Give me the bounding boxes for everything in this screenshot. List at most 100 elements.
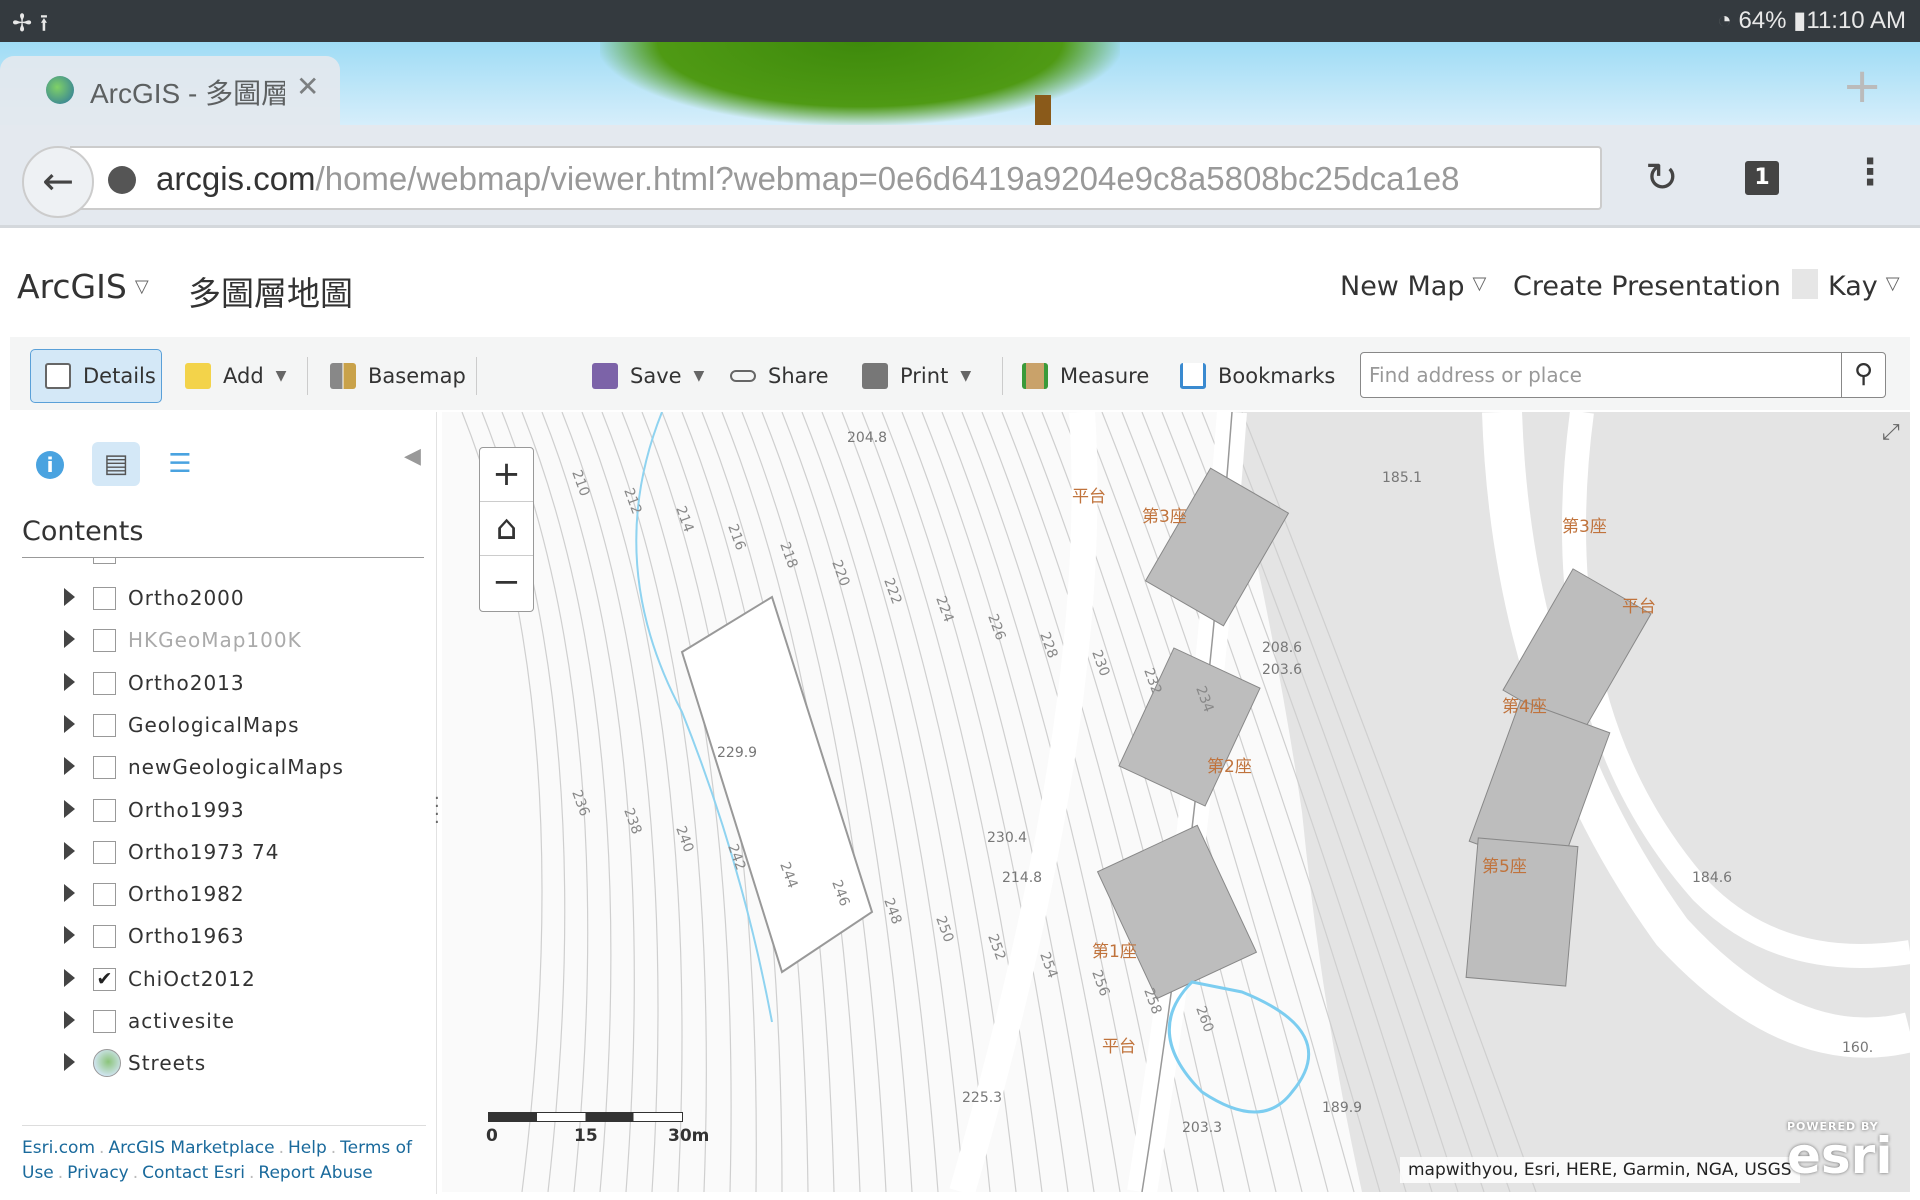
layer-row[interactable]: HKGeoMap100K [10, 624, 430, 664]
layer-label: HKGeoMap100K [128, 628, 302, 653]
layer-row[interactable]: GeologicalMaps [10, 709, 430, 749]
contour-line [821, 412, 991, 1192]
url-field[interactable]: arcgis.com/home/webmap/viewer.html?webma… [70, 146, 1602, 210]
contour-line [781, 412, 939, 1192]
chevron-down-icon: ▽ [1885, 273, 1900, 294]
layer-visibility-checkbox[interactable] [93, 925, 116, 949]
contour-label: 256 [1088, 968, 1112, 999]
contour-line [861, 412, 1043, 1192]
expand-arrow-icon[interactable] [64, 968, 75, 987]
battery-icon: ▮ [1786, 7, 1807, 34]
layer-row[interactable]: Ortho2013 [10, 667, 430, 707]
contact-link[interactable]: Contact Esri [142, 1163, 245, 1183]
about-button[interactable]: i [26, 442, 74, 486]
layer-visibility-checkbox[interactable] [93, 1010, 116, 1033]
expand-arrow-icon[interactable] [64, 1011, 75, 1029]
privacy-link[interactable]: Privacy [67, 1163, 129, 1183]
map-toolbar: Details Add ▼ Basemap Save ▼ Share Print ▼ … [10, 337, 1910, 410]
new-tab-icon[interactable]: + [1842, 58, 1883, 114]
map-attribution[interactable]: mapwithyou, Esri, HERE, Garmin, NGA, USG… [1400, 1157, 1800, 1183]
contour-label: 226 [984, 612, 1008, 643]
scale-label: 15 [574, 1126, 598, 1146]
layer-visibility-checkbox[interactable] [93, 671, 116, 695]
terms-link[interactable]: Terms of Use [22, 1138, 413, 1183]
expand-icon[interactable]: ⤢ [1882, 420, 1900, 445]
map-label: 第3座 [1142, 507, 1187, 527]
divider [22, 1125, 426, 1126]
content-button[interactable]: ▤ [92, 442, 140, 486]
add-button[interactable]: Add ▼ [185, 349, 286, 403]
search-icon[interactable]: ⚲ [1841, 353, 1885, 397]
close-tab-icon[interactable]: ✕ [296, 70, 320, 103]
contour-label: 250 [932, 914, 956, 945]
basemap-button[interactable]: Basemap [330, 349, 466, 403]
layer-visibility-checkbox[interactable] [93, 798, 116, 822]
map-label: 平台 [1622, 597, 1656, 617]
expand-arrow-icon[interactable] [64, 630, 75, 649]
create-presentation-link[interactable]: Create Presentation [1513, 271, 1781, 302]
tab-switcher-button[interactable]: 1 [1745, 161, 1779, 195]
layer-row[interactable]: ✔ ChiOct2012 [10, 963, 430, 1003]
layer-row[interactable]: Ortho1993 [10, 794, 430, 834]
browser-tab[interactable]: ArcGIS - 多圖層地圖 ✕ [0, 56, 340, 125]
layer-row[interactable]: Ortho1973 74 [10, 836, 430, 876]
help-link[interactable]: Help [288, 1138, 327, 1158]
layer-row[interactable]: Ortho1963 [10, 920, 430, 960]
browser-menu-icon[interactable]: ⋮ [1852, 152, 1888, 193]
expand-arrow-icon[interactable] [64, 714, 75, 733]
layer-label: Ortho1973 74 [128, 839, 280, 864]
details-button[interactable]: Details [30, 349, 162, 403]
expand-arrow-icon[interactable] [64, 884, 75, 903]
layer-visibility-checkbox[interactable]: ✔ [93, 967, 116, 991]
layer-row[interactable]: Ortho1982 [10, 878, 430, 918]
layer-row[interactable]: Ortho2000 [10, 582, 430, 622]
expand-arrow-icon[interactable] [64, 799, 75, 818]
share-button[interactable]: Share [730, 349, 829, 403]
layer-visibility-checkbox[interactable] [93, 756, 116, 780]
expand-arrow-icon[interactable] [64, 1053, 75, 1072]
expand-arrow-icon[interactable] [64, 757, 75, 776]
layer-label: ChiOct2012 [128, 966, 256, 991]
user-avatar[interactable] [1792, 269, 1818, 299]
expand-arrow-icon[interactable] [64, 841, 75, 860]
contour-label: 230 [1088, 648, 1112, 679]
esri-logo[interactable]: POWERED BY esri [1787, 1120, 1893, 1185]
search-input[interactable] [1361, 353, 1841, 397]
print-button[interactable]: Print ▼ [862, 349, 971, 403]
layer-row[interactable]: activesite [10, 1005, 430, 1045]
layer-row[interactable]: newGeologicalMaps [10, 751, 430, 791]
measure-button[interactable]: Measure [1022, 349, 1149, 403]
legend-button[interactable]: ☰ [156, 442, 204, 486]
zoom-out-button[interactable]: − [492, 562, 521, 602]
layer-row[interactable]: Streets [10, 1047, 430, 1087]
map-view[interactable]: 平台 第3座 第2座 第1座 第4座 第5座 平台 平台 第3座 229.9 208.6 203.6 1… [442, 412, 1910, 1192]
clock: 11:10 AM [1806, 7, 1906, 34]
bookmarks-button[interactable]: Bookmarks [1180, 349, 1335, 403]
back-arrow-icon[interactable]: ← [22, 146, 94, 218]
map-label: 第4座 [1502, 697, 1547, 717]
contour-label: 228 [1036, 630, 1060, 661]
reload-icon[interactable]: ↻ [1645, 155, 1679, 201]
marketplace-link[interactable]: ArcGIS Marketplace [108, 1138, 275, 1158]
panel-resize-handle[interactable]: · · · · [434, 788, 440, 833]
report-abuse-link[interactable]: Report Abuse [258, 1163, 373, 1183]
layer-label: Ortho1982 [128, 882, 245, 907]
layer-visibility-checkbox[interactable] [93, 587, 116, 610]
layer-visibility-checkbox[interactable] [93, 840, 116, 864]
home-icon[interactable]: ⌂ [480, 502, 533, 556]
add-icon [185, 363, 211, 389]
expand-arrow-icon[interactable] [64, 588, 75, 606]
collapse-panel-icon[interactable]: ◀ [404, 444, 421, 469]
esri-link[interactable]: Esri.com [22, 1138, 96, 1158]
layer-visibility-checkbox[interactable] [93, 713, 116, 737]
new-map-menu[interactable]: New Map ▽ [1340, 271, 1487, 302]
expand-arrow-icon[interactable] [64, 672, 75, 691]
arcgis-menu[interactable]: ArcGIS ▽ [17, 267, 149, 306]
layer-visibility-checkbox[interactable] [93, 629, 116, 653]
save-button[interactable]: Save ▼ [592, 349, 704, 403]
contour-label: 220 [828, 558, 852, 589]
layer-visibility-checkbox[interactable] [93, 883, 116, 907]
expand-arrow-icon[interactable] [64, 926, 75, 945]
zoom-in-button[interactable]: + [480, 448, 533, 502]
user-menu[interactable]: Kay ▽ [1828, 271, 1900, 302]
